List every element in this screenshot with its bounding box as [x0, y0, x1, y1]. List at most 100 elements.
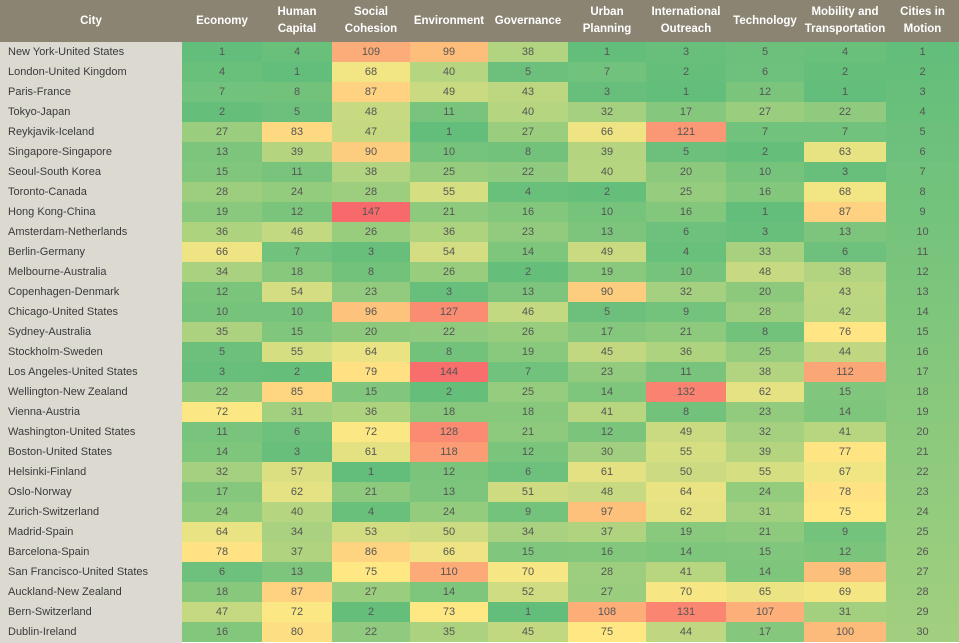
heatmap-cell: 109	[332, 42, 410, 62]
heatmap-cell: 63	[804, 142, 886, 162]
heatmap-cell: 21	[886, 442, 959, 462]
heatmap-cell: 1	[726, 202, 804, 222]
heatmap-cell: 99	[410, 42, 488, 62]
heatmap-cell: 40	[262, 502, 332, 522]
heatmap-cell: 5	[726, 42, 804, 62]
heatmap-cell: 2	[886, 62, 959, 82]
heatmap-cell: 55	[726, 462, 804, 482]
heatmap-cell: 24	[262, 182, 332, 202]
heatmap-cell: 21	[488, 422, 568, 442]
heatmap-cell: 72	[182, 402, 262, 422]
heatmap-cell: 14	[804, 402, 886, 422]
heatmap-cell: 49	[568, 242, 646, 262]
heatmap-cell: 110	[410, 562, 488, 582]
heatmap-cell: 15	[488, 542, 568, 562]
heatmap-cell: 7	[886, 162, 959, 182]
heatmap-cell: 39	[726, 442, 804, 462]
heatmap-cell: 11	[646, 362, 726, 382]
heatmap-cell: 96	[332, 302, 410, 322]
heatmap-cell: 9	[886, 202, 959, 222]
heatmap-cell: 1	[646, 82, 726, 102]
heatmap-cell: 27	[726, 102, 804, 122]
heatmap-cell: 47	[182, 602, 262, 622]
heatmap-cell: 6	[488, 462, 568, 482]
heatmap-cell: 27	[182, 122, 262, 142]
heatmap-cell: 50	[410, 522, 488, 542]
heatmap-cell: 23	[886, 482, 959, 502]
heatmap-cell: 10	[646, 262, 726, 282]
heatmap-cell: 61	[568, 462, 646, 482]
heatmap-cell: 45	[488, 622, 568, 642]
heatmap-cell: 72	[262, 602, 332, 622]
heatmap-cell: 62	[726, 382, 804, 402]
heatmap-cell: 2	[804, 62, 886, 82]
heatmap-cell: 22	[332, 622, 410, 642]
heatmap-cell: 22	[886, 462, 959, 482]
heatmap-cell: 70	[646, 582, 726, 602]
heatmap-cell: 17	[886, 362, 959, 382]
city-label: Bern-Switzerland	[8, 606, 92, 618]
heatmap-cell: 38	[804, 262, 886, 282]
heatmap-cell: 12	[488, 442, 568, 462]
heatmap-cell: 13	[804, 222, 886, 242]
heatmap-cell: 128	[410, 422, 488, 442]
city-label: San Francisco-United States	[8, 566, 149, 578]
heatmap-cell: 40	[410, 62, 488, 82]
header-row	[0, 0, 959, 42]
heatmap-cell: 24	[410, 502, 488, 522]
heatmap-cell: 16	[886, 342, 959, 362]
heatmap-cell: 3	[886, 82, 959, 102]
heatmap-cell: 78	[182, 542, 262, 562]
heatmap-cell: 86	[332, 542, 410, 562]
heatmap-cell: 83	[262, 122, 332, 142]
city-label: Madrid-Spain	[8, 526, 74, 538]
heatmap-cell: 36	[410, 222, 488, 242]
heatmap-cell: 20	[886, 422, 959, 442]
heatmap-cell: 6	[726, 62, 804, 82]
heatmap-cell: 27	[568, 582, 646, 602]
heatmap-cell: 14	[410, 582, 488, 602]
heatmap-cell: 12	[726, 82, 804, 102]
heatmap-cell: 41	[568, 402, 646, 422]
heatmap-cell: 14	[646, 542, 726, 562]
heatmap-cell: 31	[726, 502, 804, 522]
heatmap-cell: 37	[568, 522, 646, 542]
heatmap-cell: 4	[262, 42, 332, 62]
heatmap-cell: 34	[488, 522, 568, 542]
heatmap-cell: 50	[646, 462, 726, 482]
heatmap-cell: 75	[332, 562, 410, 582]
heatmap-cell: 22	[182, 382, 262, 402]
heatmap-cell: 13	[886, 282, 959, 302]
heatmap-cell: 64	[182, 522, 262, 542]
heatmap-cell: 98	[804, 562, 886, 582]
column-header-social-cohesion: Social Cohesion	[344, 6, 398, 35]
heatmap-cell: 13	[488, 282, 568, 302]
column-header-technology: Technology	[733, 14, 797, 27]
heatmap-cell: 2	[726, 142, 804, 162]
heatmap-cell: 2	[646, 62, 726, 82]
heatmap-cell: 2	[262, 362, 332, 382]
heatmap-cell: 27	[886, 562, 959, 582]
heatmap-cell: 25	[726, 342, 804, 362]
heatmap-cell: 131	[646, 602, 726, 622]
heatmap-cell: 4	[332, 502, 410, 522]
heatmap-cell: 11	[886, 242, 959, 262]
heatmap-cell: 40	[568, 162, 646, 182]
heatmap-cell: 144	[410, 362, 488, 382]
heatmap-cell: 4	[804, 42, 886, 62]
heatmap-cell: 35	[410, 622, 488, 642]
heatmap-cell: 118	[410, 442, 488, 462]
heatmap-cell: 108	[568, 602, 646, 622]
heatmap-cell: 100	[804, 622, 886, 642]
heatmap-cell: 26	[488, 322, 568, 342]
heatmap-cell: 33	[726, 242, 804, 262]
heatmap-cell: 3	[726, 222, 804, 242]
heatmap-cell: 72	[332, 422, 410, 442]
heatmap-cell: 4	[488, 182, 568, 202]
city-label: Helsinki-Finland	[8, 466, 87, 478]
heatmap-cell: 1	[804, 82, 886, 102]
heatmap-cell: 4	[886, 102, 959, 122]
city-label: Melbourne-Australia	[8, 266, 107, 278]
heatmap-cell: 32	[646, 282, 726, 302]
heatmap-cell: 8	[646, 402, 726, 422]
